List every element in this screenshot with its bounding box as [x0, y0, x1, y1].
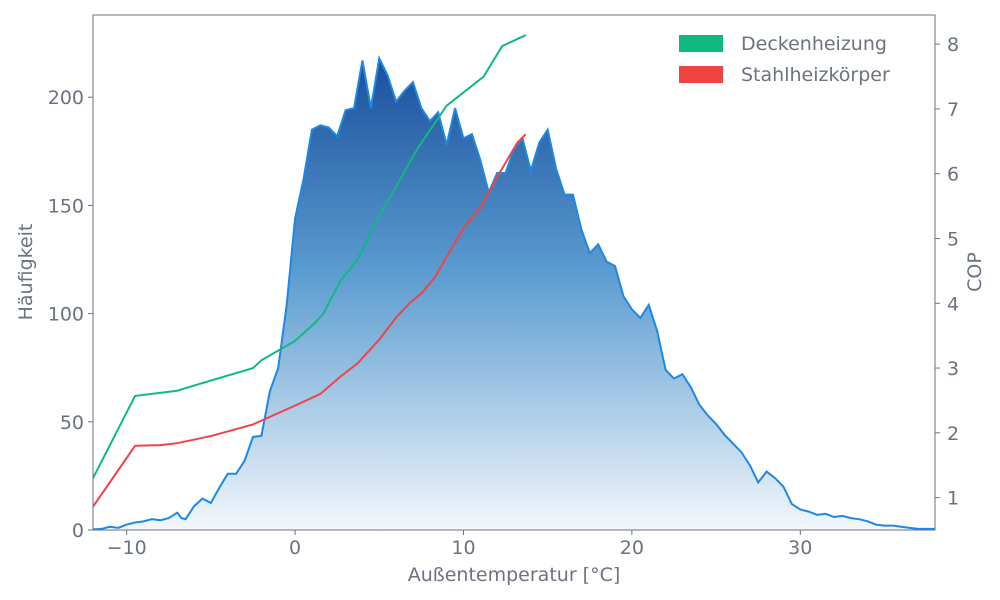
histogram-area	[93, 58, 935, 530]
x-tick-label: 10	[451, 537, 475, 559]
y-axis-left: 0 50 100 150 200	[48, 87, 93, 542]
legend: Deckenheizung Stahlheizkörper	[679, 33, 890, 86]
x-axis-title: Außentemperatur [°C]	[408, 564, 621, 586]
y-left-tick-label: 0	[72, 520, 84, 542]
series-line-stahlheizkoerper	[93, 133, 527, 508]
legend-label-stahlheizkoerper: Stahlheizkörper	[741, 64, 890, 86]
y-right-tick-label: 4	[947, 293, 959, 315]
y-right-tick-label: 1	[947, 488, 959, 510]
y-left-tick-label: 200	[48, 87, 84, 109]
y-axis-right-title: COP	[964, 252, 986, 292]
y-right-tick-label: 8	[947, 34, 959, 56]
legend-label-deckenheizung: Deckenheizung	[741, 33, 887, 55]
y-right-tick-label: 5	[947, 228, 959, 250]
y-axis-right: 1 2 3 4 5 6 7 8	[935, 34, 959, 510]
x-axis: −10 0 10 20 30	[107, 530, 812, 559]
x-tick-label: 30	[788, 537, 812, 559]
legend-swatch-deckenheizung	[679, 35, 723, 52]
plot-frame	[92, 14, 936, 531]
y-right-tick-label: 7	[947, 99, 959, 121]
y-left-tick-label: 50	[60, 412, 84, 434]
legend-swatch-stahlheizkoerper	[679, 66, 723, 83]
histogram-line	[93, 55, 935, 530]
x-tick-label: 0	[289, 537, 301, 559]
series-line-deckenheizung	[93, 34, 527, 479]
x-tick-label: −10	[107, 537, 147, 559]
y-axis-left-title: Häufigkeit	[15, 224, 37, 321]
y-right-tick-label: 3	[947, 358, 959, 380]
y-right-tick-label: 6	[947, 164, 959, 186]
y-left-tick-label: 150	[48, 195, 84, 217]
y-right-tick-label: 2	[947, 423, 959, 445]
plot-area	[93, 34, 935, 530]
x-tick-label: 20	[620, 537, 644, 559]
y-left-tick-label: 100	[48, 304, 84, 326]
